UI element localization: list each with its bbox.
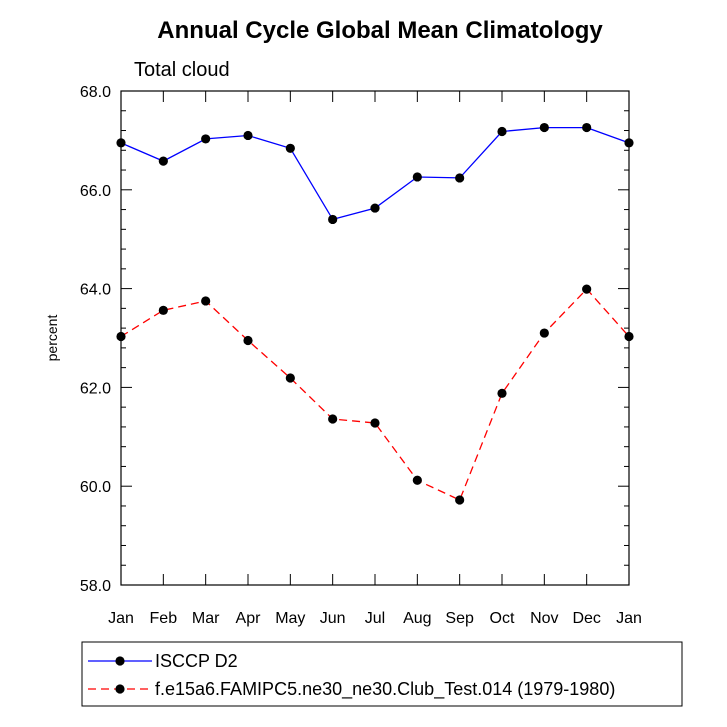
x-tick-label: Oct: [490, 610, 515, 627]
y-axis-label: percent: [44, 315, 60, 362]
data-point: [243, 335, 253, 346]
x-tick-label: Jan: [616, 610, 642, 627]
x-tick-label: Aug: [403, 610, 431, 627]
series-line: [120, 288, 630, 501]
data-point: [455, 495, 465, 505]
data-point: [582, 284, 592, 294]
x-tick-labels: Jan Feb Mar Apr May Jun Jul Aug Sep Oct Nov Dec Jan: [108, 610, 642, 627]
axis-ticks: [120, 90, 630, 586]
data-point: [412, 475, 422, 485]
data-point: [497, 126, 507, 137]
y-tick-labels: 58.0 60.0 62.0 64.0 66.0 68.0: [80, 84, 111, 595]
chart-title: Annual Cycle Global Mean Climatology: [157, 17, 603, 44]
plot-frame: [120, 90, 630, 586]
data-point: [201, 296, 211, 306]
x-tick-label: Mar: [192, 610, 220, 627]
legend-items: ISCCP D2 f.e15a6.FAMIPC5.ne30_ne30.Club_T…: [88, 651, 615, 700]
data-point: [158, 156, 168, 166]
y-tick-label: 64.0: [80, 282, 111, 299]
data-point: [370, 418, 380, 428]
data-point: [328, 414, 338, 424]
y-tick-label: 68.0: [80, 84, 111, 101]
series-1: [116, 122, 634, 225]
legend-label: f.e15a6.FAMIPC5.ne30_ne30.Club_Test.014 …: [155, 679, 615, 700]
data-point: [285, 373, 295, 383]
x-tick-label: Apr: [236, 610, 262, 627]
x-tick-label: Jul: [365, 610, 385, 627]
legend: ISCCP D2 f.e15a6.FAMIPC5.ne30_ne30.Club_T…: [81, 641, 683, 707]
series-layer: [116, 122, 634, 505]
data-point: [201, 134, 211, 144]
x-tick-label: Jun: [320, 610, 346, 627]
y-tick-label: 60.0: [80, 479, 111, 496]
y-tick-label: 58.0: [80, 578, 111, 595]
x-tick-label: Dec: [572, 610, 600, 627]
x-tick-label: Nov: [530, 610, 558, 627]
data-point: [539, 122, 549, 133]
x-tick-label: May: [275, 610, 305, 627]
data-point: [243, 130, 253, 141]
data-point: [539, 328, 549, 338]
series-2: [116, 284, 634, 505]
data-point: [328, 214, 338, 225]
legend-label: ISCCP D2: [155, 651, 238, 671]
data-point: [158, 305, 168, 315]
x-tick-label: Feb: [150, 610, 178, 627]
x-tick-label: Sep: [445, 610, 474, 627]
data-point: [412, 172, 422, 182]
data-point: [285, 143, 295, 153]
legend-marker: [115, 656, 125, 666]
legend-marker: [115, 684, 125, 694]
data-point: [497, 388, 507, 398]
y-tick-label: 62.0: [80, 380, 111, 397]
chart-subtitle: Total cloud: [134, 59, 230, 81]
legend-item: ISCCP D2: [88, 651, 238, 671]
y-tick-label: 66.0: [80, 183, 111, 200]
legend-item: f.e15a6.FAMIPC5.ne30_ne30.Club_Test.014 …: [88, 679, 615, 700]
data-point: [455, 173, 465, 183]
data-point: [582, 122, 592, 133]
data-point: [370, 203, 380, 213]
legend-box: [81, 641, 683, 707]
x-tick-label: Jan: [108, 610, 134, 627]
